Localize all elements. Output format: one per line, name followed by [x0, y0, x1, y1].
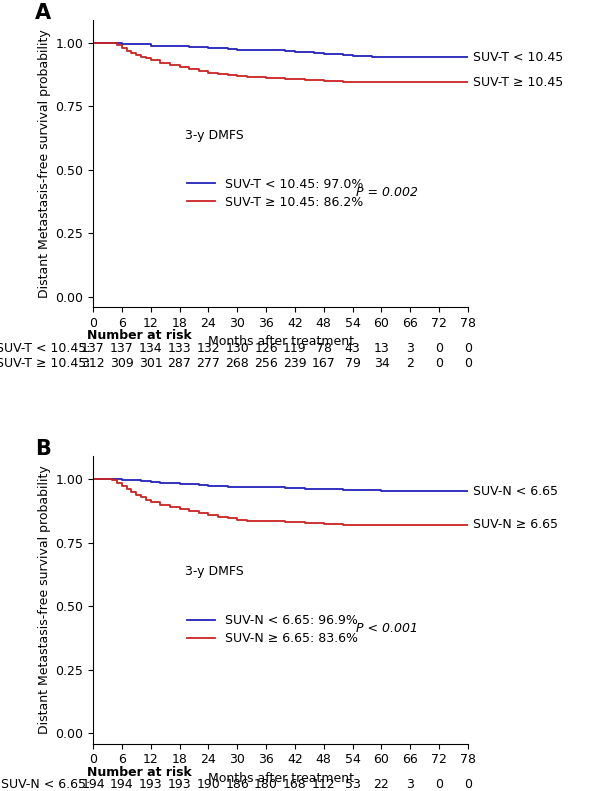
Text: P = 0.002: P = 0.002	[355, 186, 418, 199]
Text: 180: 180	[254, 778, 278, 791]
Text: SUV-N < 6.65: SUV-N < 6.65	[473, 485, 558, 498]
Text: 194: 194	[81, 778, 105, 791]
Text: 132: 132	[197, 342, 220, 354]
Legend: SUV-N < 6.65: 96.9%, SUV-N ≥ 6.65: 83.6%: SUV-N < 6.65: 96.9%, SUV-N ≥ 6.65: 83.6%	[187, 615, 358, 645]
Text: SUV-T ≥ 10.45:: SUV-T ≥ 10.45:	[0, 358, 90, 370]
Text: 186: 186	[226, 778, 249, 791]
Text: Number at risk: Number at risk	[87, 766, 192, 778]
Text: 134: 134	[139, 342, 163, 354]
Text: 3: 3	[406, 342, 414, 354]
Text: 43: 43	[345, 342, 361, 354]
Text: 277: 277	[196, 358, 220, 370]
Text: 133: 133	[168, 342, 191, 354]
Text: 0: 0	[435, 342, 443, 354]
Text: 0: 0	[435, 778, 443, 791]
Text: 194: 194	[110, 778, 134, 791]
Text: 168: 168	[283, 778, 307, 791]
Text: 309: 309	[110, 358, 134, 370]
Text: 78: 78	[316, 342, 332, 354]
Y-axis label: Distant Metastasis-free survival probability: Distant Metastasis-free survival probabi…	[38, 29, 51, 297]
Text: 301: 301	[139, 358, 163, 370]
Text: 193: 193	[168, 778, 191, 791]
Text: 256: 256	[254, 358, 278, 370]
Text: 3-y DMFS: 3-y DMFS	[185, 129, 244, 142]
Text: 119: 119	[283, 342, 307, 354]
Text: SUV-T ≥ 10.45: SUV-T ≥ 10.45	[473, 76, 563, 89]
Text: 0: 0	[464, 778, 472, 791]
Legend: SUV-T < 10.45: 97.0%, SUV-T ≥ 10.45: 86.2%: SUV-T < 10.45: 97.0%, SUV-T ≥ 10.45: 86.…	[187, 178, 363, 209]
Text: 190: 190	[197, 778, 220, 791]
Text: 126: 126	[254, 342, 278, 354]
Text: SUV-N < 6.65:: SUV-N < 6.65:	[1, 778, 90, 791]
Text: SUV-T < 10.45:: SUV-T < 10.45:	[0, 342, 90, 354]
Text: 137: 137	[110, 342, 134, 354]
Text: 167: 167	[312, 358, 335, 370]
Text: 79: 79	[344, 358, 361, 370]
Text: 137: 137	[81, 342, 105, 354]
Text: SUV-T < 10.45: SUV-T < 10.45	[473, 51, 563, 63]
Text: A: A	[35, 2, 51, 22]
Text: 13: 13	[374, 342, 389, 354]
Text: 268: 268	[226, 358, 249, 370]
Text: B: B	[35, 439, 51, 459]
Text: SUV-N ≥ 6.65: SUV-N ≥ 6.65	[473, 518, 558, 532]
Text: 0: 0	[464, 358, 472, 370]
X-axis label: Months after treatment: Months after treatment	[208, 772, 353, 785]
Text: 34: 34	[374, 358, 389, 370]
Y-axis label: Distant Metastasis-free survival probability: Distant Metastasis-free survival probabi…	[38, 466, 51, 734]
Text: 130: 130	[226, 342, 249, 354]
Text: 3: 3	[406, 778, 414, 791]
Text: 193: 193	[139, 778, 163, 791]
Text: 0: 0	[435, 358, 443, 370]
Text: 0: 0	[464, 342, 472, 354]
Text: 112: 112	[312, 778, 335, 791]
Text: 53: 53	[344, 778, 361, 791]
Text: 22: 22	[374, 778, 389, 791]
Text: P < 0.001: P < 0.001	[355, 623, 418, 635]
Text: Number at risk: Number at risk	[87, 329, 192, 343]
Text: 3-y DMFS: 3-y DMFS	[185, 566, 244, 578]
Text: 312: 312	[81, 358, 105, 370]
Text: 2: 2	[406, 358, 414, 370]
Text: 239: 239	[283, 358, 307, 370]
X-axis label: Months after treatment: Months after treatment	[208, 335, 353, 348]
Text: 287: 287	[167, 358, 191, 370]
